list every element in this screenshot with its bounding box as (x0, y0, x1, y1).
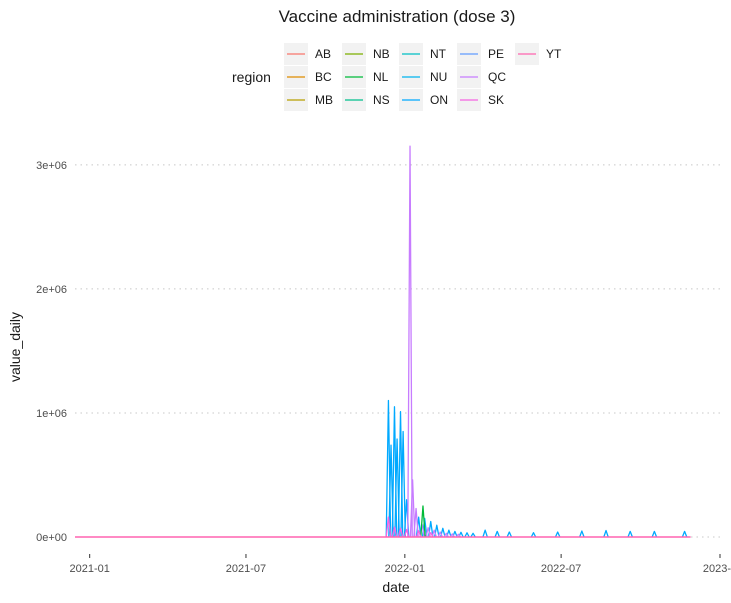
series-NL-spike (420, 505, 426, 538)
x-axis: 2021-01 2021-07 2022-01 2022-07 2023-0 (69, 554, 731, 575)
series-SK (385, 516, 434, 538)
series-QC-spike (409, 479, 416, 538)
series-SK-spike (403, 528, 410, 538)
series-ON-spike (651, 530, 658, 538)
y-tick-label: 0e+00 (36, 532, 67, 544)
series-QC (407, 145, 462, 538)
x-tick-label: 2021-01 (69, 563, 109, 575)
series-QC-spike (413, 507, 419, 538)
legend: region AB BC MB NB NL NS NT NU ON PE QC SK YT (232, 43, 562, 111)
y-axis-title: value_daily (7, 312, 23, 382)
series-ON-spike (530, 532, 537, 538)
legend-label-YT: YT (546, 47, 562, 61)
legend-label-AB: AB (315, 47, 331, 61)
series-QC-spike (437, 531, 444, 538)
x-tick-label: 2022-01 (385, 563, 425, 575)
series-SK-spike (385, 516, 392, 538)
x-tick-label: 2021-07 (226, 563, 266, 575)
x-axis-title: date (382, 579, 409, 595)
series-ON-spike (470, 532, 476, 538)
series-ON (385, 399, 688, 538)
legend-label-BC: BC (315, 70, 332, 84)
legend-label-NL: NL (373, 70, 389, 84)
legend-label-NS: NS (373, 93, 390, 107)
series-ON-spike (603, 529, 609, 538)
legend-label-MB: MB (315, 93, 333, 107)
series-SK-spike (391, 526, 398, 538)
series-QC-spike (455, 533, 462, 538)
legend-label-NT: NT (430, 47, 447, 61)
series-ON-spike (482, 529, 488, 538)
y-tick-label: 1e+06 (36, 408, 67, 420)
series-ON-spike (681, 530, 688, 538)
x-tick-label: 2023-0 (703, 563, 731, 575)
series-QC-spike (431, 529, 438, 538)
series-ON-spike (579, 530, 585, 538)
legend-label-NB: NB (373, 47, 390, 61)
legend-label-SK: SK (488, 93, 504, 107)
series-QC-spike (449, 533, 456, 538)
y-axis: 0e+00 1e+06 2e+06 3e+06 (36, 160, 67, 544)
series-SK-spike (415, 530, 422, 538)
series-ON-spike (627, 530, 634, 538)
legend-title: region (232, 69, 271, 85)
legend-label-PE: PE (488, 47, 504, 61)
legend-label-NU: NU (430, 70, 447, 84)
series-ON-spike (506, 531, 513, 538)
y-tick-label: 2e+06 (36, 284, 67, 296)
series-QC-spike (443, 532, 450, 538)
series-QC-spike (407, 145, 413, 538)
series-ON-spike (400, 430, 406, 538)
series-SK-spike (397, 527, 404, 538)
x-tick-label: 2022-07 (541, 563, 581, 575)
series-ON-spike (494, 530, 501, 538)
legend-label-ON: ON (430, 93, 448, 107)
series-ON-spike (464, 532, 470, 538)
series-ON-spike (554, 531, 561, 538)
series-SK-spike (427, 532, 434, 538)
y-tick-label: 3e+06 (36, 160, 67, 172)
series-NL (420, 505, 426, 538)
legend-label-QC: QC (488, 70, 506, 84)
chart-title: Vaccine administration (dose 3) (279, 7, 516, 26)
series-layer (75, 145, 691, 538)
